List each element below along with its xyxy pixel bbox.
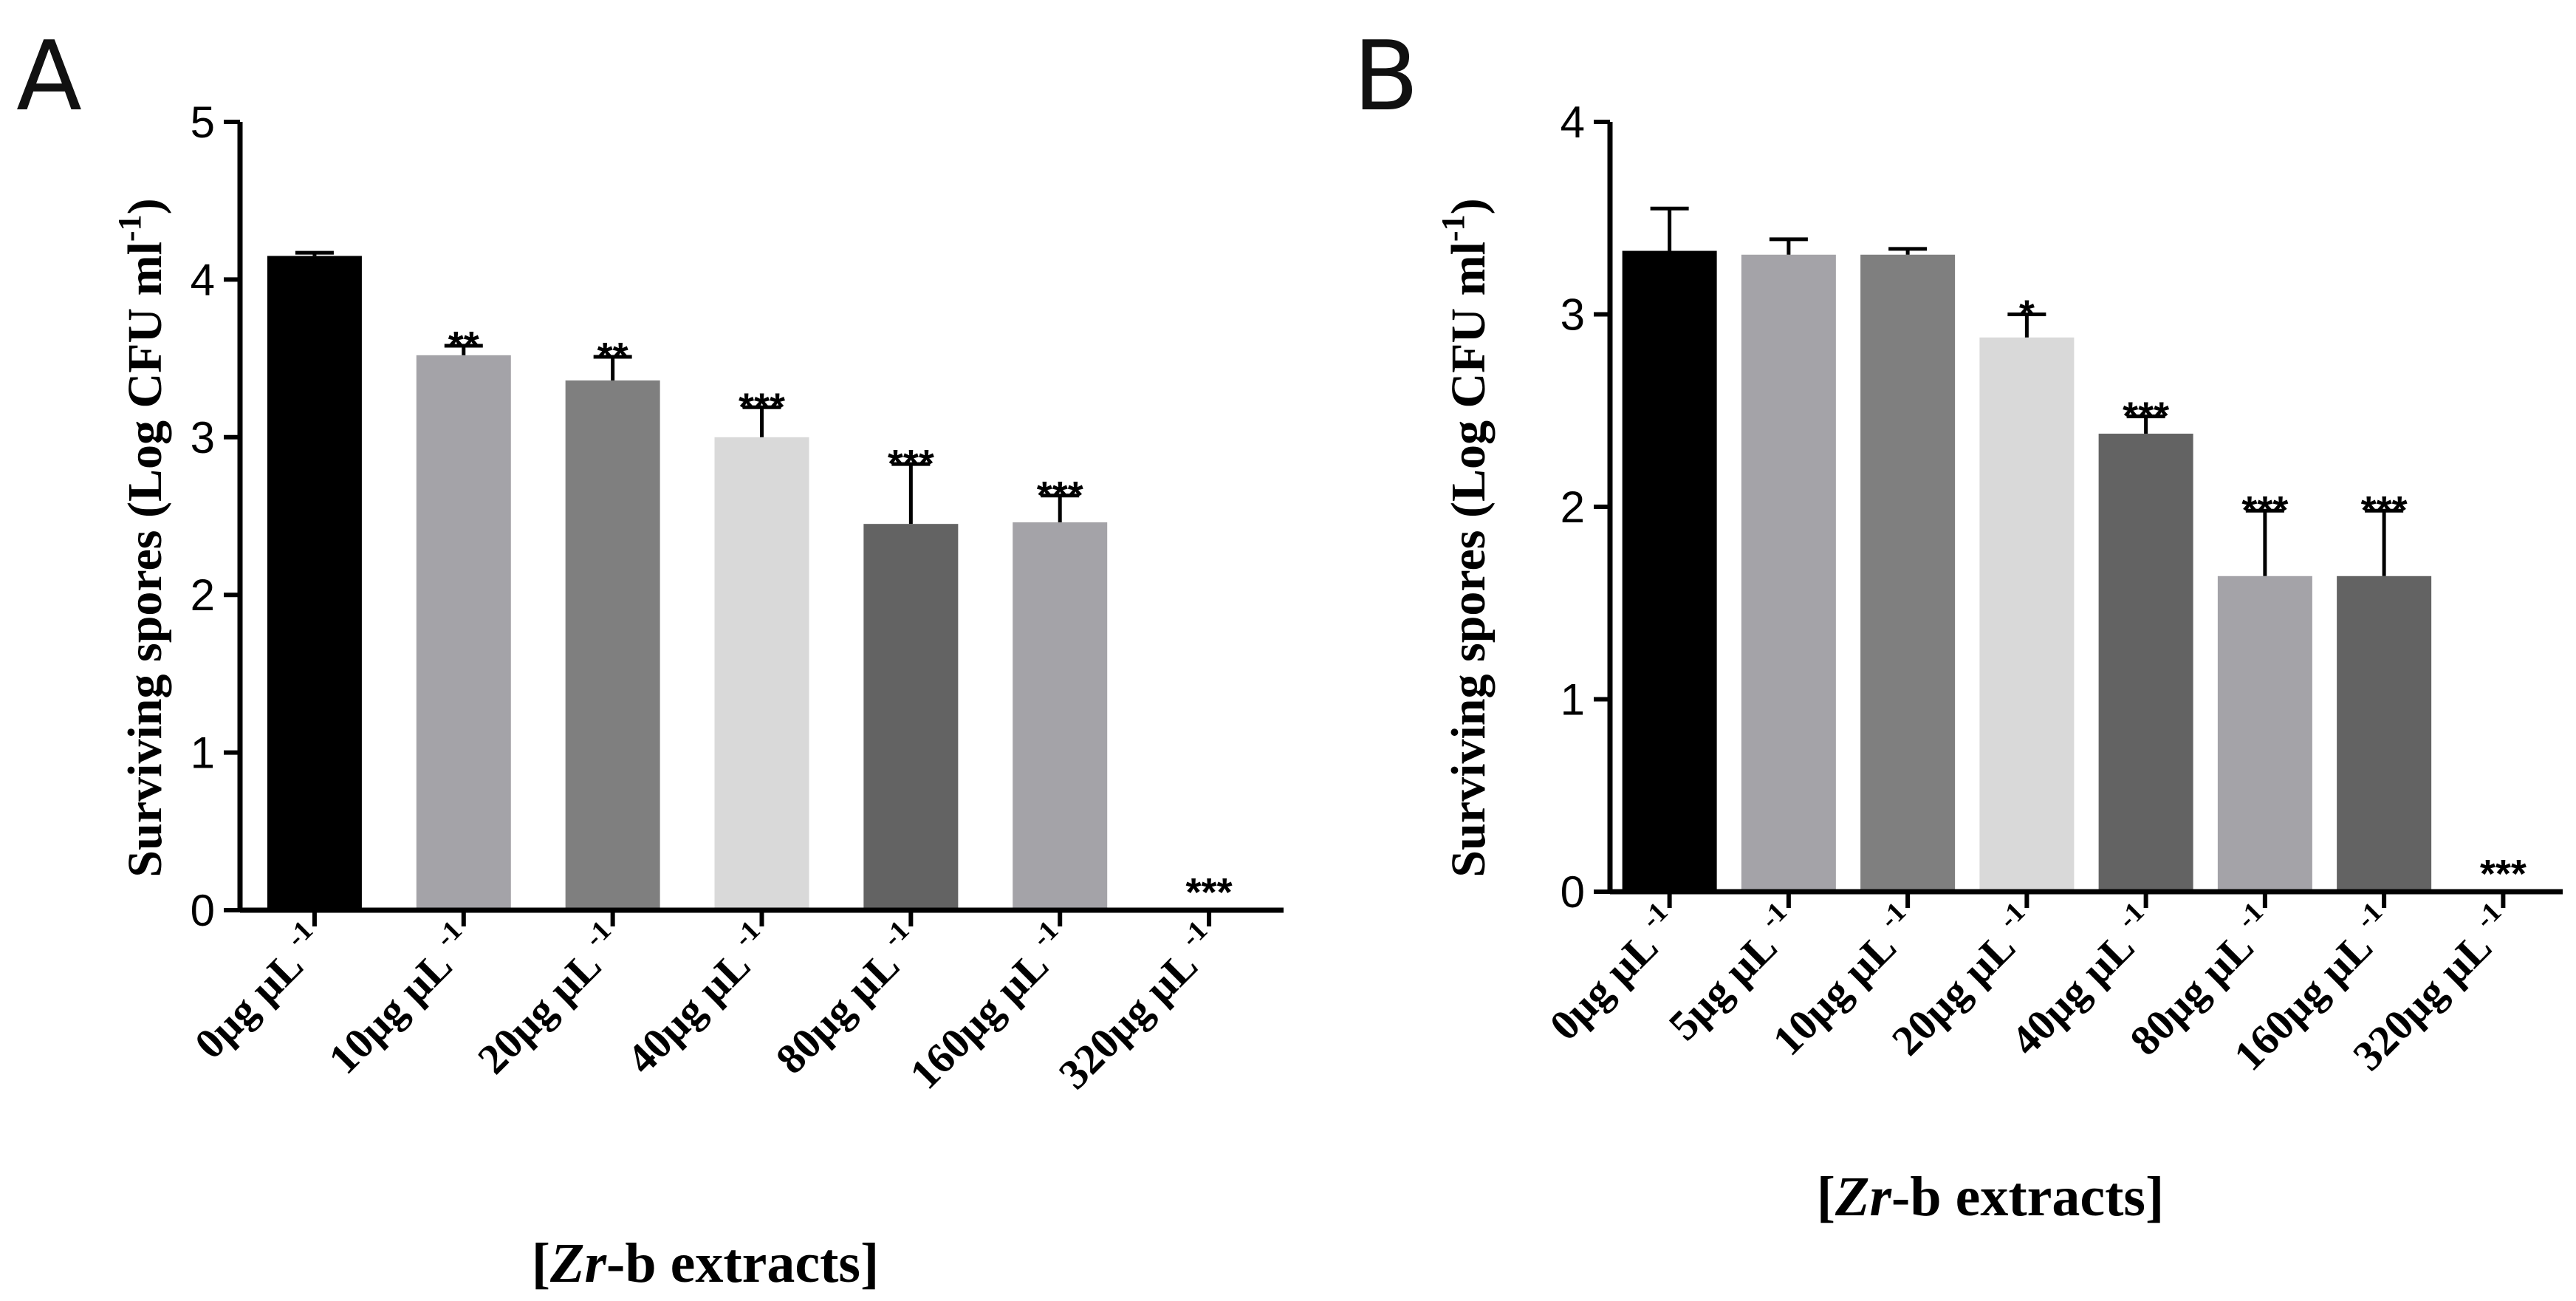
bar-5 [2098,434,2193,892]
y-tick-label: 2 [191,570,215,620]
y-tick-label: 5 [191,98,215,147]
x-tick-label: 0µg µL -1 [182,915,335,1068]
bar-7 [2337,576,2432,892]
significance-4: *** [739,385,785,429]
bar-2 [416,355,511,910]
significance-6: *** [2241,488,2288,533]
panel-b-letter: B [1353,20,1419,132]
bar-2 [1741,254,1836,892]
significance-4: * [2019,293,2035,337]
bar-3 [565,380,660,910]
x-tick-label: 160µg µL -1 [897,915,1080,1098]
y-tick-label: 2 [1561,482,1585,532]
y-tick-label: 4 [191,255,215,304]
significance-3: ** [597,335,628,379]
significance-7: *** [2361,488,2408,533]
y-axis-title: Surviving spores (Log CFU ml-1) [1435,198,1496,877]
significance-2: ** [448,324,479,368]
x-tick-label: 40µg µL -1 [614,915,782,1083]
significance-8: *** [2480,852,2527,896]
y-tick-label: 3 [191,413,215,462]
bar-5 [863,524,959,910]
y-tick-label: 1 [191,728,215,778]
significance-5: *** [2123,395,2169,439]
x-tick-label: 80µg µL -1 [763,915,931,1083]
significance-6: *** [1037,474,1083,518]
x-axis-title: [Zr-b extracts] [1817,1166,2165,1228]
y-tick-label: 0 [1561,867,1585,917]
x-tick-label: 0µg µL -1 [1537,896,1690,1049]
bar-3 [1860,254,1956,892]
bar-1 [1622,250,1717,892]
y-tick-label: 3 [1561,290,1585,340]
bar-4 [1979,337,2075,892]
y-axis-title: Surviving spores (Log CFU ml-1) [112,198,172,877]
bar-1 [267,256,362,910]
significance-5: *** [888,442,934,486]
y-tick-label: 0 [191,886,215,935]
y-tick-label: 1 [1561,675,1585,725]
x-tick-label: 20µg µL -1 [465,915,633,1083]
bar-4 [714,437,809,910]
y-tick-label: 4 [1561,98,1585,147]
bar-6 [1013,522,1108,910]
significance-7: *** [1186,870,1233,915]
x-tick-label: 10µg µL -1 [315,915,484,1083]
bar-6 [2217,576,2312,892]
x-tick-label: 320µg µL -1 [1046,915,1229,1098]
panel-a-letter: A [16,20,82,132]
x-axis-title: [Zr-b extracts] [532,1232,880,1294]
